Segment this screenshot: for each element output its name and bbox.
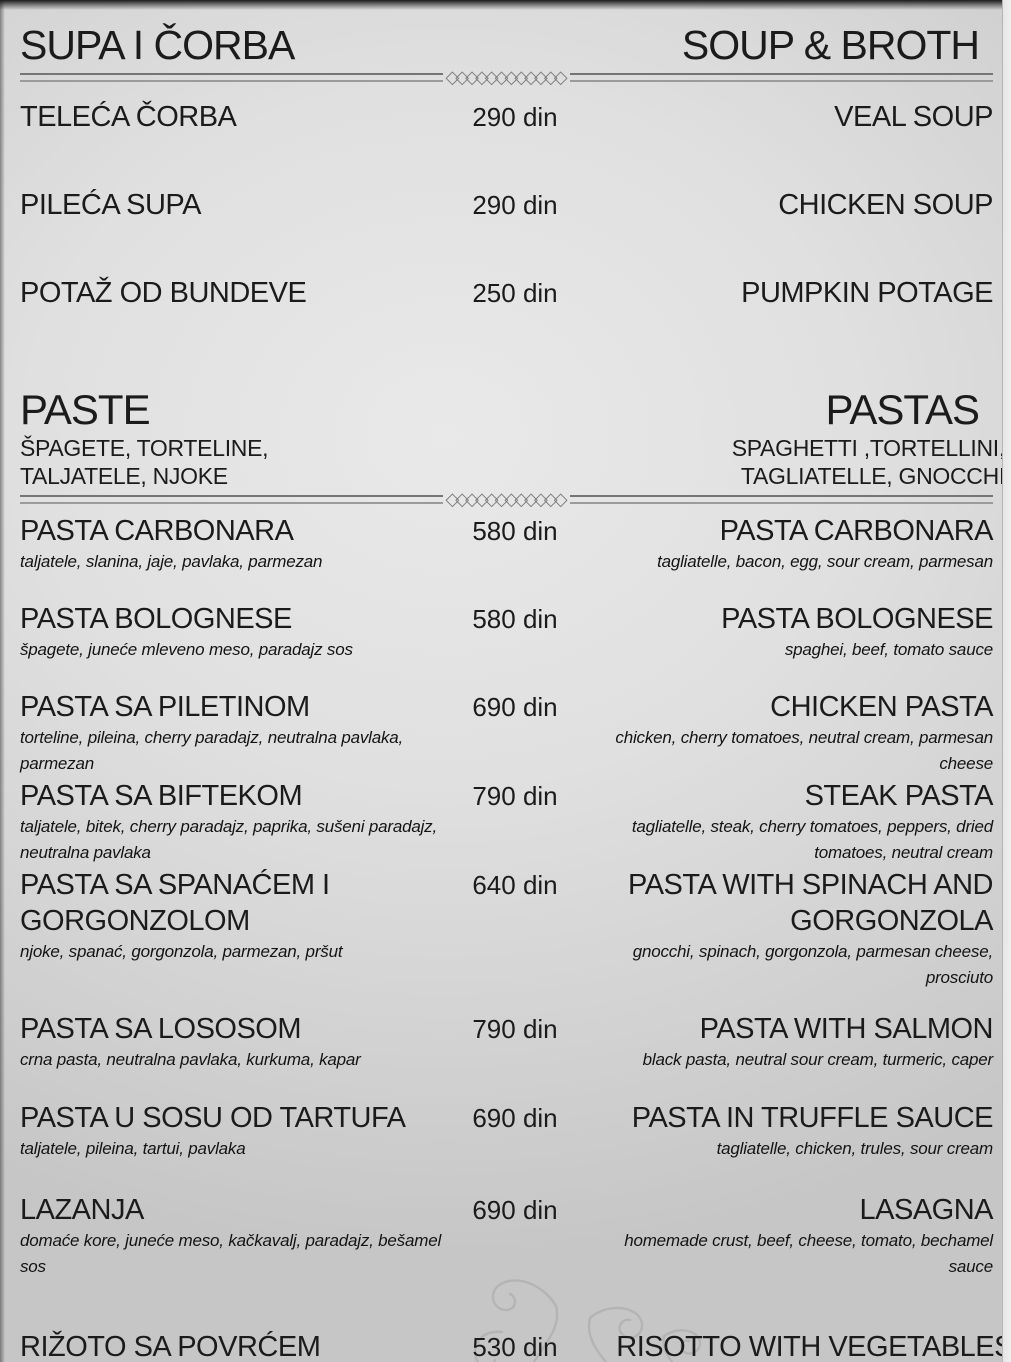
menu-item-row: PILEĆA SUPA 290 din CHICKEN SOUP bbox=[20, 187, 994, 223]
item-price: 790 din bbox=[472, 1014, 558, 1044]
item-name-en: STEAK PASTA bbox=[804, 780, 994, 812]
section-title-serbian: SUPA I ČORBA bbox=[20, 22, 295, 68]
item-name-en: PASTA BOLOGNESE bbox=[721, 603, 993, 635]
item-name-sr: LAZANJA bbox=[20, 1194, 144, 1226]
soup-items: TELEĆA ČORBA 290 din VEAL SOUP PILEĆA SU… bbox=[20, 99, 994, 311]
section-subtitle-english-line1: SPAGHETTI ,TORTELLINI, bbox=[731, 435, 1006, 461]
section-title-serbian: PASTE bbox=[20, 386, 151, 433]
item-name-sr: PASTA SA LOSOSOM bbox=[20, 1013, 302, 1045]
item-desc-sr: taljatele, bitek, cherry paradajz, papri… bbox=[20, 817, 438, 862]
item-name-en: CHICKEN SOUP bbox=[778, 189, 993, 221]
item-desc-sr: torteline, pileina, cherry paradajz, neu… bbox=[20, 728, 404, 773]
menu-item-row: RIŽOTO SA POVRĆEM povrće, puter, parmeza… bbox=[20, 1329, 1011, 1362]
section-subtitle-serbian-line1: ŠPAGETE, TORTELINE, bbox=[20, 435, 269, 461]
pasta-items: PASTA CARBONARA taljatele, slanina, jaje… bbox=[20, 513, 1011, 1362]
item-name-en: PUMPKIN POTAGE bbox=[741, 277, 993, 309]
section-title-english: SOUP & BROTH bbox=[681, 22, 980, 68]
item-desc-en: gnocchi, spinach, gorgonzola, parmesan c… bbox=[632, 942, 994, 987]
item-name-sr: PASTA SA BIFTEKOM bbox=[20, 780, 303, 812]
item-name-sr: RIŽOTO SA POVRĆEM bbox=[20, 1331, 321, 1362]
item-name-sr: PASTA BOLOGNESE bbox=[20, 603, 292, 635]
page-right-edge bbox=[1002, 0, 1011, 1362]
item-name-en: LASAGNA bbox=[859, 1194, 994, 1226]
section-divider: ◇◇◇◇◇◇◇◇◇◇◇◇ bbox=[20, 67, 993, 87]
item-desc-en: tagliatelle, bacon, egg, sour cream, par… bbox=[657, 552, 993, 571]
page-left-edge bbox=[0, 0, 5, 1362]
menu-item-row: PASTA U SOSU OD TARTUFA taljatele, pilei… bbox=[20, 1100, 994, 1162]
item-desc-en: tagliatelle, chicken, trules, sour cream bbox=[716, 1139, 994, 1158]
menu-item-row: PASTA CARBONARA taljatele, slanina, jaje… bbox=[20, 513, 994, 575]
item-name-en: RISOTTO WITH VEGETABLES bbox=[616, 1331, 1011, 1362]
item-name-sr: PASTA CARBONARA bbox=[20, 515, 294, 547]
divider-line-right bbox=[569, 72, 993, 82]
divider-line-left bbox=[20, 72, 444, 82]
item-desc-en: chicken, cherry tomatoes, neutral cream,… bbox=[615, 728, 993, 773]
item-name-sr: PILEĆA SUPA bbox=[20, 189, 201, 221]
menu-item-row: PASTA SA PILETINOM torteline, pileina, c… bbox=[20, 689, 994, 777]
menu-item-row: TELEĆA ČORBA 290 din VEAL SOUP bbox=[20, 99, 994, 135]
item-desc-sr: crna pasta, neutralna pavlaka, kurkuma, … bbox=[20, 1050, 361, 1069]
menu-item-row: PASTA SA SPANAĆEM I GORGONZOLOM njoke, s… bbox=[20, 867, 994, 991]
item-name-en: PASTA IN TRUFFLE SAUCE bbox=[631, 1102, 994, 1134]
item-name-sr: PASTA SA SPANAĆEM I GORGONZOLOM bbox=[20, 869, 330, 937]
item-name-en: PASTA WITH SPINACH AND GORGONZOLA bbox=[628, 869, 993, 937]
item-desc-sr: domaće kore, juneće meso, kačkavalj, par… bbox=[20, 1231, 442, 1276]
divider-line-right bbox=[569, 494, 993, 504]
item-price: 690 din bbox=[472, 1103, 558, 1133]
item-name-en: PASTA WITH SALMON bbox=[699, 1013, 994, 1045]
menu-item-row: PASTA SA BIFTEKOM taljatele, bitek, cher… bbox=[20, 778, 994, 866]
item-name-sr: PASTA SA PILETINOM bbox=[20, 691, 310, 723]
swirl-icon bbox=[474, 1279, 702, 1362]
item-name-en: CHICKEN PASTA bbox=[770, 691, 993, 723]
item-name-sr: PASTA U SOSU OD TARTUFA bbox=[20, 1102, 406, 1134]
section-subtitle-serbian-line2: TALJATELE, NJOKE bbox=[20, 463, 228, 489]
pasta-section-header: PASTE ŠPAGETE, TORTELINE, TALJATELE, NJO… bbox=[20, 386, 1005, 490]
item-price: 580 din bbox=[472, 604, 558, 634]
divider-line-left bbox=[20, 494, 444, 504]
item-name-sr: POTAŽ OD BUNDEVE bbox=[20, 277, 307, 309]
section-title-english: PASTAS bbox=[825, 386, 981, 433]
menu-item-row: PASTA SA LOSOSOM crna pasta, neutralna p… bbox=[20, 1011, 994, 1073]
item-desc-sr: njoke, spanać, gorgonzola, parmezan, prš… bbox=[20, 942, 343, 961]
page-top-edge bbox=[0, 0, 1011, 10]
item-price: 580 din bbox=[472, 516, 558, 546]
item-price: 290 din bbox=[472, 102, 558, 132]
menu-item-row: POTAŽ OD BUNDEVE 250 din PUMPKIN POTAGE bbox=[20, 275, 994, 311]
menu-item-row: PASTA BOLOGNESE špagete, juneće mleveno … bbox=[20, 601, 994, 663]
item-price: 790 din bbox=[472, 781, 558, 811]
pasta-header-serbian: PASTE ŠPAGETE, TORTELINE, TALJATELE, NJO… bbox=[20, 386, 269, 490]
item-price: 690 din bbox=[472, 1195, 558, 1225]
item-desc-sr: taljatele, slanina, jaje, pavlaka, parme… bbox=[20, 552, 323, 571]
flourish-ornament bbox=[468, 1274, 768, 1362]
soup-section-header: SUPA I ČORBA SOUP & BROTH bbox=[20, 22, 993, 68]
pasta-header-english: PASTAS SPAGHETTI ,TORTELLINI, TAGLIATELL… bbox=[731, 386, 1006, 490]
item-name-en: VEAL SOUP bbox=[834, 101, 993, 133]
item-price: 290 din bbox=[472, 190, 558, 220]
divider-diamonds-ornament: ◇◇◇◇◇◇◇◇◇◇◇◇ bbox=[445, 489, 567, 509]
divider-diamonds-ornament: ◇◇◇◇◇◇◇◇◇◇◇◇ bbox=[445, 67, 567, 87]
section-subtitle-english-line2: TAGLIATELLE, GNOCCHI bbox=[740, 463, 1005, 489]
item-price: 690 din bbox=[472, 692, 558, 722]
item-desc-sr: taljatele, pileina, tartui, pavlaka bbox=[20, 1139, 246, 1158]
item-name-en: PASTA CARBONARA bbox=[719, 515, 994, 547]
item-desc-en: tagliatelle, steak, cherry tomatoes, pep… bbox=[631, 817, 993, 862]
item-price: 530 din bbox=[472, 1332, 558, 1362]
item-price: 640 din bbox=[472, 870, 558, 900]
item-desc-sr: špagete, juneće mleveno meso, paradajz s… bbox=[20, 640, 353, 659]
item-price: 250 din bbox=[472, 278, 558, 308]
menu-item-row: LAZANJA domaće kore, juneće meso, kačkav… bbox=[20, 1192, 994, 1280]
item-desc-en: black pasta, neutral sour cream, turmeri… bbox=[642, 1050, 994, 1069]
item-desc-en: spaghei, beef, tomato sauce bbox=[784, 640, 993, 659]
item-desc-en: homemade crust, beef, cheese, tomato, be… bbox=[624, 1231, 993, 1276]
section-divider: ◇◇◇◇◇◇◇◇◇◇◇◇ bbox=[20, 489, 993, 509]
item-name-sr: TELEĆA ČORBA bbox=[20, 101, 237, 133]
